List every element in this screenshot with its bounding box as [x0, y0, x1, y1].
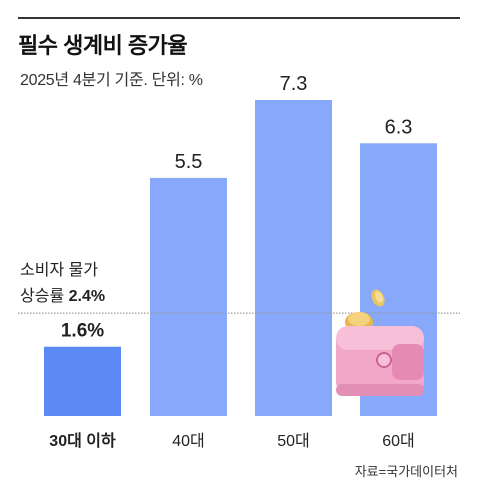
- chart-title: 필수 생계비 증가율: [18, 33, 188, 58]
- wallet-icon: [336, 289, 424, 396]
- source-note: 자료=국가데이터처: [354, 464, 458, 479]
- bar-2: [150, 177, 227, 416]
- value-label-1: 1.6%: [61, 321, 104, 342]
- category-label-1: 30대 이하: [49, 432, 116, 450]
- value-label-3: 7.3: [280, 73, 308, 95]
- chart-subtitle: 2025년 4분기 기준. 단위: %: [20, 72, 203, 89]
- bar-3: [255, 100, 332, 416]
- category-label-4: 60대: [382, 432, 415, 450]
- value-label-4: 6.3: [385, 116, 413, 138]
- bar-1: [44, 346, 121, 416]
- labels-layer: 1.6% 30대 이하 5.5 40대 7.3 50대 6.3 60대: [49, 73, 414, 450]
- bars-layer: [44, 100, 437, 417]
- category-label-3: 50대: [277, 432, 310, 450]
- top-rule: [18, 17, 460, 19]
- reference-label-value: 2.4%: [69, 288, 105, 305]
- category-label-2: 40대: [172, 432, 205, 450]
- reference-label-prefix: 상승률: [20, 287, 69, 305]
- reference-label-line2: 상승률 2.4%: [20, 287, 105, 305]
- reference-label-line1: 소비자 물가: [20, 261, 98, 279]
- value-label-2: 5.5: [175, 151, 203, 173]
